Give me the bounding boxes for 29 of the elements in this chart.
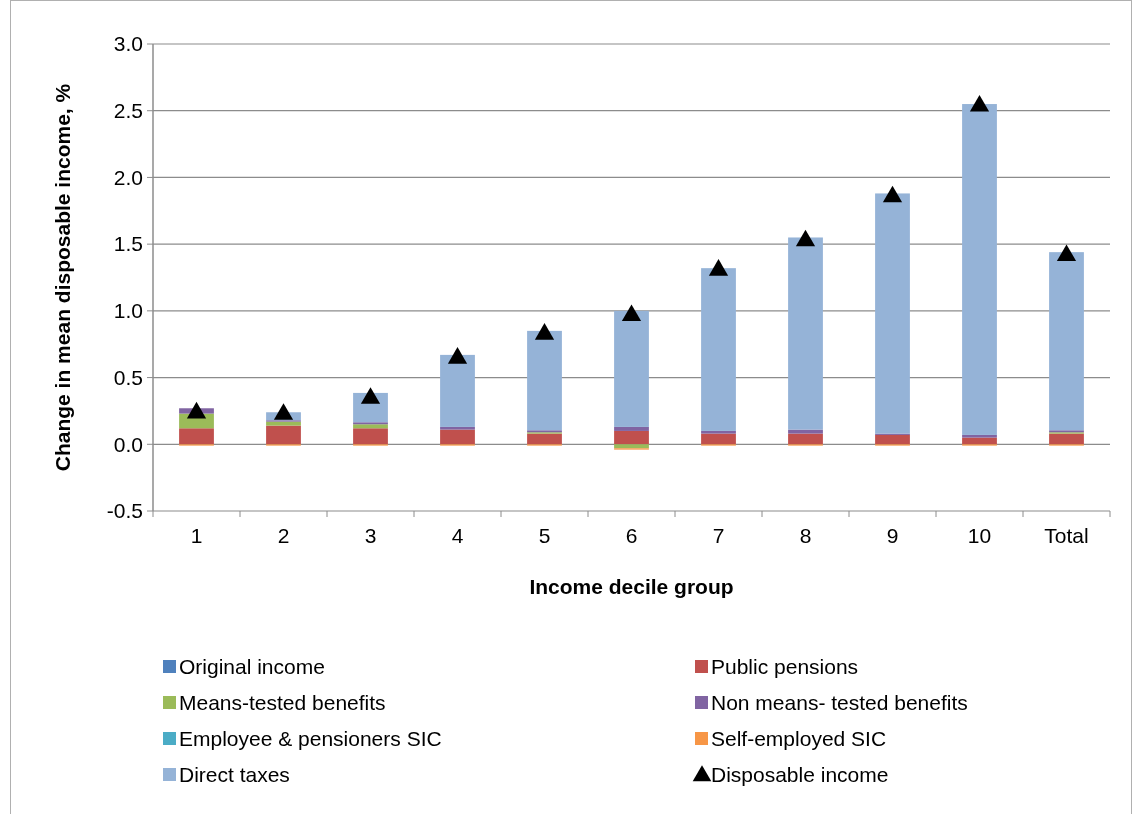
- x-tick-label: Total: [1044, 524, 1089, 547]
- x-tick-label: 10: [967, 524, 992, 547]
- legend-label: Non means- tested benefits: [711, 691, 968, 715]
- y-tick-label: 1.5: [113, 232, 143, 256]
- legend-label: Public pensions: [711, 655, 859, 679]
- legend-label: Employee & pensioners SIC: [179, 727, 442, 751]
- y-tick-label: 0.0: [113, 432, 143, 456]
- legend-label: Original income: [179, 655, 325, 679]
- x-tick-label: 4: [451, 524, 464, 547]
- y-tick-label: 2.5: [113, 99, 143, 123]
- x-tick-label: 7: [712, 524, 725, 547]
- legend-label: Self-employed SIC: [711, 727, 887, 751]
- x-tick-label: 2: [277, 524, 290, 547]
- x-tick-label: 3: [364, 524, 377, 547]
- y-tick-label: 1.0: [113, 299, 143, 323]
- x-tick-label: 5: [538, 524, 551, 547]
- x-tick-label: 6: [625, 524, 638, 547]
- y-tick-label: 3.0: [113, 32, 143, 56]
- y-tick-label: 2.0: [113, 165, 143, 189]
- x-tick-label: 9: [886, 524, 899, 547]
- y-tick-label: -0.5: [106, 499, 143, 523]
- x-tick-label: 8: [799, 524, 812, 547]
- legend-label: Direct taxes: [179, 763, 290, 787]
- y-axis-title: Change in mean disposable income, %: [51, 83, 74, 472]
- legend-label: Means-tested benefits: [179, 691, 386, 715]
- x-axis-title: Income decile group: [529, 575, 734, 598]
- x-tick-label: 1: [190, 524, 203, 547]
- y-tick-label: 0.5: [113, 365, 143, 389]
- legend-label: Disposable income: [711, 763, 889, 787]
